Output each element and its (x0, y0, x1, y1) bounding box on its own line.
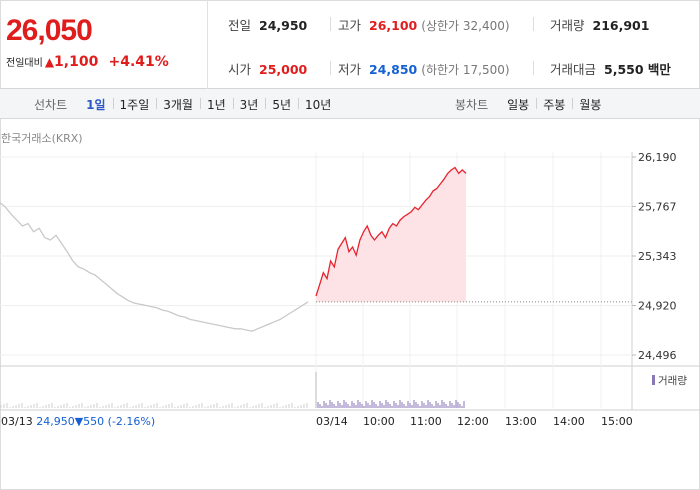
x-tick-label: 10:00 (363, 415, 395, 428)
period-1w-button[interactable]: 1주일 (112, 96, 157, 113)
quote-header: 26,050 전일대비 ▲1,100 +4.41% 전일 24,950 고가 26,1… (0, 0, 700, 89)
quote-stats: 전일 24,950 고가 26,100 (상한가 32,400) 거래량 216,901… (208, 0, 700, 89)
stat-value: 216,901 (592, 18, 650, 33)
prev-day-info: 03/13 24,950▼550 (-2.16%) (1, 415, 155, 428)
change-label: 전일대비 (6, 58, 43, 69)
x-tick-label: 12:00 (457, 415, 489, 428)
x-tick-label: 14:00 (553, 415, 585, 428)
stat-label: 저가 (338, 62, 362, 77)
upper-limit-label: 상한가 (425, 19, 460, 33)
prev-day-price-line (0, 202, 309, 332)
period-3m-button[interactable]: 3개월 (156, 96, 200, 113)
stat-value: 26,100 (369, 18, 418, 33)
period-10y-button[interactable]: 10년 (298, 96, 338, 113)
up-arrow-icon: ▲ (44, 55, 55, 69)
period-1d-button[interactable]: 1일 (86, 97, 106, 112)
prev-day-pct: (-2.16%) (107, 415, 156, 428)
period-1y-button[interactable]: 1년 (199, 96, 233, 113)
candle-chart-title: 봉차트 (455, 97, 489, 112)
price-box: 26,050 전일대비 ▲1,100 +4.41% (0, 0, 208, 89)
stat-label: 전일 (228, 18, 252, 33)
stat-label: 거래대금 (550, 62, 597, 77)
stat-label: 거래량 (550, 18, 585, 33)
line-chart-title: 선차트 (34, 97, 68, 112)
lower-limit-label: 하한가 (425, 63, 460, 77)
candle-chart-periods: 봉차트 일봉 주봉 월봉 (455, 89, 608, 119)
volume-legend-label: 거래량 (658, 375, 687, 387)
volume-swatch (652, 375, 655, 385)
x-tick-label: 15:00 (601, 415, 633, 428)
candle-monthly-button[interactable]: 월봉 (572, 96, 608, 113)
x-tick-label: 03/14 (316, 415, 348, 428)
period-5y-button[interactable]: 5년 (265, 96, 298, 113)
x-tick-label: 11:00 (410, 415, 442, 428)
change-amount: 1,100 (54, 54, 99, 70)
stat-volume: 거래량 216,901 (550, 15, 649, 34)
today-price-line (315, 166, 467, 297)
y-tick-label: 24,496 (638, 349, 677, 362)
today-price-area (316, 167, 466, 302)
change-percent: +4.41% (108, 54, 169, 70)
stat-low: 저가 24,850 (하한가 17,500) (338, 62, 510, 77)
data-source-label: 한국거래소(KRX) (1, 132, 83, 145)
prev-day-change: 550 (83, 415, 105, 428)
prev-day-close: 24,950 (36, 415, 75, 428)
down-arrow-icon: ▼ (74, 415, 84, 428)
change-row: 전일대비 ▲1,100 +4.41% (6, 54, 169, 70)
current-price: 26,050 (6, 14, 93, 47)
upper-limit-value: 32,400 (462, 19, 505, 33)
y-tick-label: 24,920 (638, 299, 677, 312)
line-chart-periods: 선차트 1일 1주일 3개월 1년 3년 5년 10년 (34, 89, 338, 119)
candle-daily-button[interactable]: 일봉 (507, 97, 530, 112)
stat-value: 24,950 (259, 18, 308, 33)
stat-prev-close: 전일 24,950 (228, 15, 307, 34)
chart-toolbar: 선차트 1일 1주일 3개월 1년 3년 5년 10년 봉차트 일봉 주봉 월봉 (0, 89, 700, 119)
stat-open: 시가 25,000 (228, 59, 307, 78)
stat-value: 25,000 (259, 62, 308, 77)
stat-value: 24,850 (369, 62, 418, 77)
period-3y-button[interactable]: 3년 (232, 96, 266, 113)
y-tick-label: 25,343 (638, 250, 677, 263)
y-tick-label: 26,190 (638, 151, 677, 164)
volume-legend: 거래량 (652, 373, 687, 388)
stat-label: 고가 (338, 18, 362, 33)
stat-label: 시가 (228, 62, 252, 77)
candle-weekly-button[interactable]: 주봉 (536, 96, 572, 113)
stat-amount: 거래대금 5,550 백만 (550, 59, 671, 78)
stat-high: 고가 26,100 (상한가 32,400) (338, 18, 510, 33)
lower-limit-value: 17,500 (462, 63, 505, 77)
y-tick-label: 25,767 (638, 200, 677, 213)
stat-value: 5,550 백만 (604, 62, 671, 77)
x-tick-label: 13:00 (505, 415, 537, 428)
prev-day-date: 03/13 (1, 415, 33, 428)
